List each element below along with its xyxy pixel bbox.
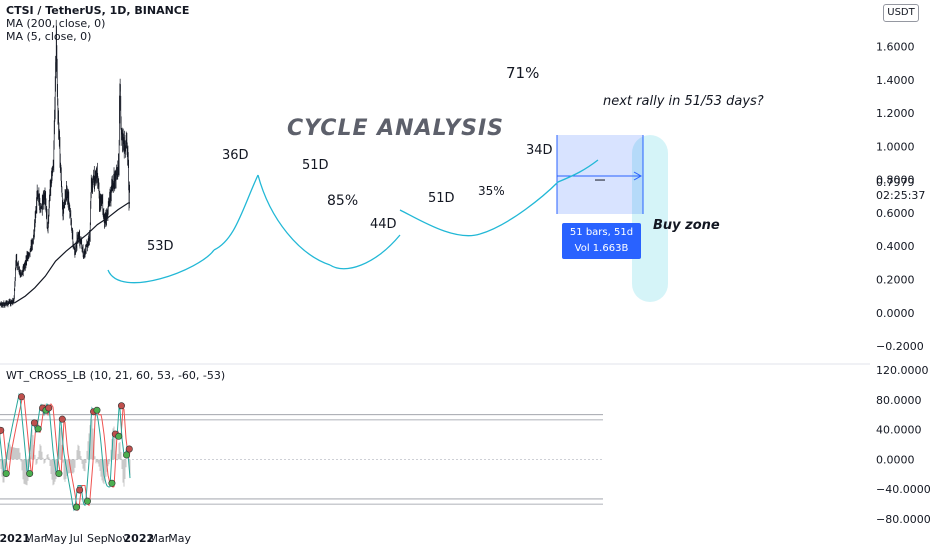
price-axis-tick: 1.0000 (876, 140, 915, 153)
oscillator-cross-dot (115, 432, 123, 440)
cycle-51d-label-2: 51D (428, 191, 455, 206)
oscillator-cross-dot (123, 451, 131, 459)
oscillator-cross-dot (73, 503, 81, 511)
ma200-line (0, 202, 130, 305)
price-series-layer (0, 19, 605, 309)
cycle-arc-1 (107, 249, 215, 284)
price-axis-tick: 1.6000 (876, 41, 915, 54)
time-axis-tick: Mar (24, 532, 45, 545)
time-axis-tick: Sep (87, 532, 108, 545)
last-price-label: 0.7979 (876, 176, 915, 189)
cycle-arcs (107, 159, 599, 284)
oscillator-cross-dot (117, 402, 125, 410)
time-axis-tick: Jul (69, 532, 83, 545)
oscillator-wt2-line (0, 392, 131, 512)
percent-71-label: 71% (506, 64, 540, 82)
time-axis-tick: Mar (149, 532, 170, 545)
cycle-51d-label-1: 51D (302, 158, 329, 173)
oscillator-cross-dot (55, 470, 63, 478)
time-axis-tick: May (168, 532, 191, 545)
cycle-arc-6 (479, 181, 559, 235)
oscillator-axis-tick: −40.0000 (876, 483, 931, 496)
oscillator-legend: WT_CROSS_LB (10, 21, 60, 53, -60, -53) (6, 369, 226, 382)
countdown-label: 02:25:37 (876, 189, 926, 202)
price-axis-tick: 1.2000 (876, 107, 915, 120)
oscillator-cross-dot (83, 497, 91, 505)
oscillator-wt1-line (0, 392, 131, 512)
measure-rectangle (557, 135, 643, 214)
currency-button[interactable]: USDT (883, 4, 919, 22)
oscillator-cross-dot (26, 470, 34, 478)
cycle-arc-5 (399, 209, 481, 237)
oscillator-axis-tick: −80.0000 (876, 513, 931, 526)
oscillator-axis-tick: 0.0000 (876, 453, 915, 466)
price-axis-tick: 0.4000 (876, 240, 915, 253)
cycle-36d-label: 36D (222, 148, 249, 163)
oscillator-cross-dot (125, 445, 133, 453)
oscillator-layer (0, 392, 603, 512)
oscillator-axis-tick: 40.0000 (876, 424, 922, 437)
oscillator-cross-dot (2, 470, 10, 478)
time-axis-tick: May (44, 532, 67, 545)
price-axis-tick: 1.4000 (876, 74, 915, 87)
oscillator-cross-dot (17, 393, 25, 401)
cycle-arc-3 (257, 174, 331, 266)
cycle-44d-label: 44D (370, 217, 397, 232)
cycle-34d-label: 34D (526, 143, 553, 158)
time-axis-tick: 2022 (124, 532, 155, 545)
measure-arrow-head (633, 171, 643, 181)
oscillator-cross-dot (58, 415, 66, 423)
buy-zone-shape (632, 135, 668, 302)
cycle-53d-label: 53D (147, 239, 174, 254)
oscillator-cross-dot (93, 406, 101, 414)
cycle-arc-2 (213, 174, 259, 251)
price-axis-tick: 0.2000 (876, 273, 915, 286)
percent-85-label: 85% (327, 193, 359, 209)
title-annotation: CYCLE ANALYSIS (287, 116, 505, 141)
question-annotation: next rally in 51/53 days? (603, 94, 764, 109)
chart-legend: CTSI / TetherUS, 1D, BINANCE MA (200, cl… (6, 4, 189, 43)
oscillator-cross-dot (76, 486, 84, 494)
measure-bars-label: 51 bars, 51d (569, 227, 634, 238)
axes-layer: 1.6000 1.4000 1.2000 1.0000 0.8000 0.6000 0.40… (0, 41, 931, 545)
time-axis-tick: Nov (107, 532, 129, 545)
ma5-legend: MA (5, close, 0) (6, 30, 92, 43)
cycle-arc-4 (329, 234, 401, 270)
oscillator-cross-dot (34, 425, 42, 433)
measure-volume-label: Vol 1.663B (574, 243, 629, 254)
oscillator-axis-tick: 80.0000 (876, 394, 922, 407)
oscillator-axis-tick: 120.0000 (876, 364, 929, 377)
buy-zone-label: Buy zone (653, 218, 720, 233)
oscillator-cross-dot (0, 426, 5, 434)
price-axis-tick: 0.0000 (876, 307, 915, 320)
time-axis-tick: 2021 (0, 532, 30, 545)
price-axis-tick: 0.8000 (876, 174, 915, 187)
symbol-label: CTSI / TetherUS, 1D, BINANCE (6, 4, 190, 17)
percent-35-label: 35% (478, 184, 505, 198)
oscillator-cross-dot (30, 419, 38, 427)
price-axis-tick: −0.2000 (876, 340, 924, 353)
oscillator-cross-dot (45, 404, 53, 412)
oscillator-cross-dot (108, 479, 116, 487)
measure-info-box: 51 bars, 51d Vol 1.663B (562, 223, 641, 259)
ma200-legend: MA (200, close, 0) (6, 17, 106, 30)
price-axis-tick: 0.6000 (876, 207, 915, 220)
cycle-arc-7 (557, 159, 599, 183)
